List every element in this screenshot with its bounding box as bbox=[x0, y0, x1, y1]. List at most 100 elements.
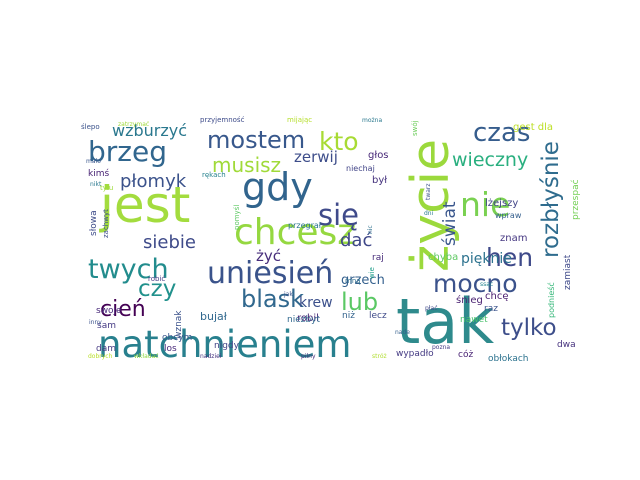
cloud-word: mijając bbox=[287, 116, 312, 124]
cloud-word: znam bbox=[500, 233, 527, 244]
cloud-word: swoje bbox=[96, 306, 122, 316]
cloud-word: sam bbox=[97, 321, 116, 331]
cloud-word: robił bbox=[297, 313, 319, 324]
cloud-word: natchnieniem bbox=[98, 323, 351, 366]
cloud-word: mną bbox=[345, 277, 361, 285]
cloud-word: zerwij bbox=[294, 148, 338, 166]
cloud-word: wznak bbox=[174, 310, 184, 339]
cloud-word: nic bbox=[367, 225, 374, 234]
cloud-word: śnieg bbox=[456, 294, 483, 306]
cloud-word: zatrzymać bbox=[118, 121, 149, 128]
cloud-word: chcesz bbox=[234, 212, 356, 253]
cloud-word: nie bbox=[460, 185, 510, 224]
cloud-word: dni bbox=[424, 210, 434, 217]
cloud-word: przyjemność bbox=[200, 116, 245, 124]
cloud-word: słowa bbox=[89, 210, 99, 236]
cloud-word: cień bbox=[100, 297, 146, 322]
cloud-word: obłokach bbox=[488, 354, 529, 364]
cloud-word: rozbłyśnie bbox=[538, 141, 564, 258]
cloud-word: świat bbox=[440, 201, 460, 246]
cloud-word: żyć bbox=[256, 247, 281, 265]
cloud-word: grzech bbox=[341, 273, 385, 288]
cloud-word: pomyśl bbox=[233, 205, 241, 230]
cloud-word: stróż bbox=[372, 353, 387, 360]
cloud-word: musisz bbox=[212, 153, 281, 177]
cloud-word: lub bbox=[341, 288, 378, 316]
cloud-word: raj bbox=[372, 253, 384, 263]
cloud-word: jest bbox=[99, 176, 190, 234]
cloud-word: nigdy bbox=[214, 341, 240, 351]
cloud-word: płomyk bbox=[120, 171, 187, 192]
cloud-word: gdy bbox=[242, 165, 313, 209]
cloud-word: był bbox=[372, 175, 387, 186]
cloud-word: się bbox=[318, 198, 359, 232]
cloud-word: ssąc bbox=[480, 281, 493, 288]
cloud-word: życie bbox=[401, 139, 461, 272]
cloud-word: ślepo bbox=[81, 123, 100, 131]
cloud-word: wkładać bbox=[134, 353, 159, 360]
cloud-word: wpraw bbox=[495, 211, 522, 220]
cloud-word: uniesień bbox=[207, 256, 333, 291]
cloud-word: chcę bbox=[485, 291, 509, 302]
cloud-word: tylko bbox=[501, 315, 557, 341]
cloud-word: zachwyt bbox=[102, 209, 110, 238]
cloud-word: dać bbox=[340, 230, 372, 251]
cloud-word: płać bbox=[425, 305, 438, 312]
cloud-word: przegrał bbox=[288, 221, 322, 230]
cloud-word: tylu bbox=[100, 184, 113, 192]
cloud-word: kimś bbox=[88, 168, 109, 179]
cloud-word: mocno bbox=[433, 269, 518, 298]
cloud-word: podnieść bbox=[546, 282, 556, 318]
cloud-word: chyba bbox=[428, 252, 458, 263]
cloud-word: pozna bbox=[432, 344, 450, 351]
cloud-background bbox=[78, 114, 578, 364]
cloud-word: wypadło bbox=[396, 349, 434, 359]
cloud-word: kto bbox=[319, 127, 359, 156]
cloud-word: wie bbox=[368, 267, 376, 279]
cloud-word: mostem bbox=[207, 126, 305, 154]
cloud-word: pięknie bbox=[461, 251, 512, 267]
cloud-word: niechaj bbox=[346, 164, 375, 173]
cloud-word: zamiast bbox=[563, 254, 573, 290]
cloud-word: robić bbox=[148, 275, 165, 283]
cloud-word: wieczny bbox=[452, 149, 528, 171]
cloud-word: gest dla bbox=[513, 122, 553, 133]
cloud-word: głos bbox=[368, 150, 389, 161]
cloud-word: bujał bbox=[200, 310, 228, 323]
cloud-word: lżejszy bbox=[485, 198, 518, 209]
cloud-word: niż bbox=[342, 311, 355, 321]
cloud-word: inny bbox=[89, 319, 102, 326]
cloud-word: rękach bbox=[202, 171, 226, 179]
cloud-word: hen bbox=[486, 243, 533, 272]
cloud-word: krew bbox=[299, 295, 333, 311]
cloud-word: dobrych bbox=[88, 353, 113, 360]
cloud-word: mało bbox=[86, 158, 101, 165]
cloud-word: obcym bbox=[162, 333, 192, 343]
cloud-word: jak bbox=[283, 291, 293, 298]
cloud-word: przespać bbox=[570, 179, 581, 220]
cloud-word: swój bbox=[411, 120, 419, 136]
cloud-word: brzeg bbox=[88, 135, 167, 168]
cloud-word: czy bbox=[138, 276, 176, 302]
cloud-word: nadziei bbox=[200, 353, 222, 360]
cloud-word: nikt bbox=[90, 181, 102, 188]
cloud-word: twych bbox=[88, 254, 169, 285]
cloud-word: twarz bbox=[425, 183, 432, 200]
cloud-word: lecz bbox=[369, 311, 387, 321]
cloud-word: niezbyt bbox=[287, 315, 321, 325]
cloud-word: dwa bbox=[557, 340, 576, 350]
cloud-word: nawet bbox=[460, 315, 488, 325]
cloud-word: nade bbox=[395, 329, 410, 336]
cloud-word: tak bbox=[396, 285, 494, 358]
cloud-word: blask bbox=[241, 285, 304, 313]
cloud-word: wzburzyć bbox=[112, 121, 187, 140]
cloud-word: czas bbox=[473, 118, 530, 148]
cloud-word: siebie bbox=[143, 232, 196, 253]
cloud-word: los bbox=[164, 344, 177, 354]
cloud-word: dam bbox=[96, 344, 116, 354]
cloud-word: można bbox=[362, 117, 382, 124]
cloud-word: cóż bbox=[458, 349, 473, 360]
cloud-word: pilny bbox=[301, 353, 316, 360]
